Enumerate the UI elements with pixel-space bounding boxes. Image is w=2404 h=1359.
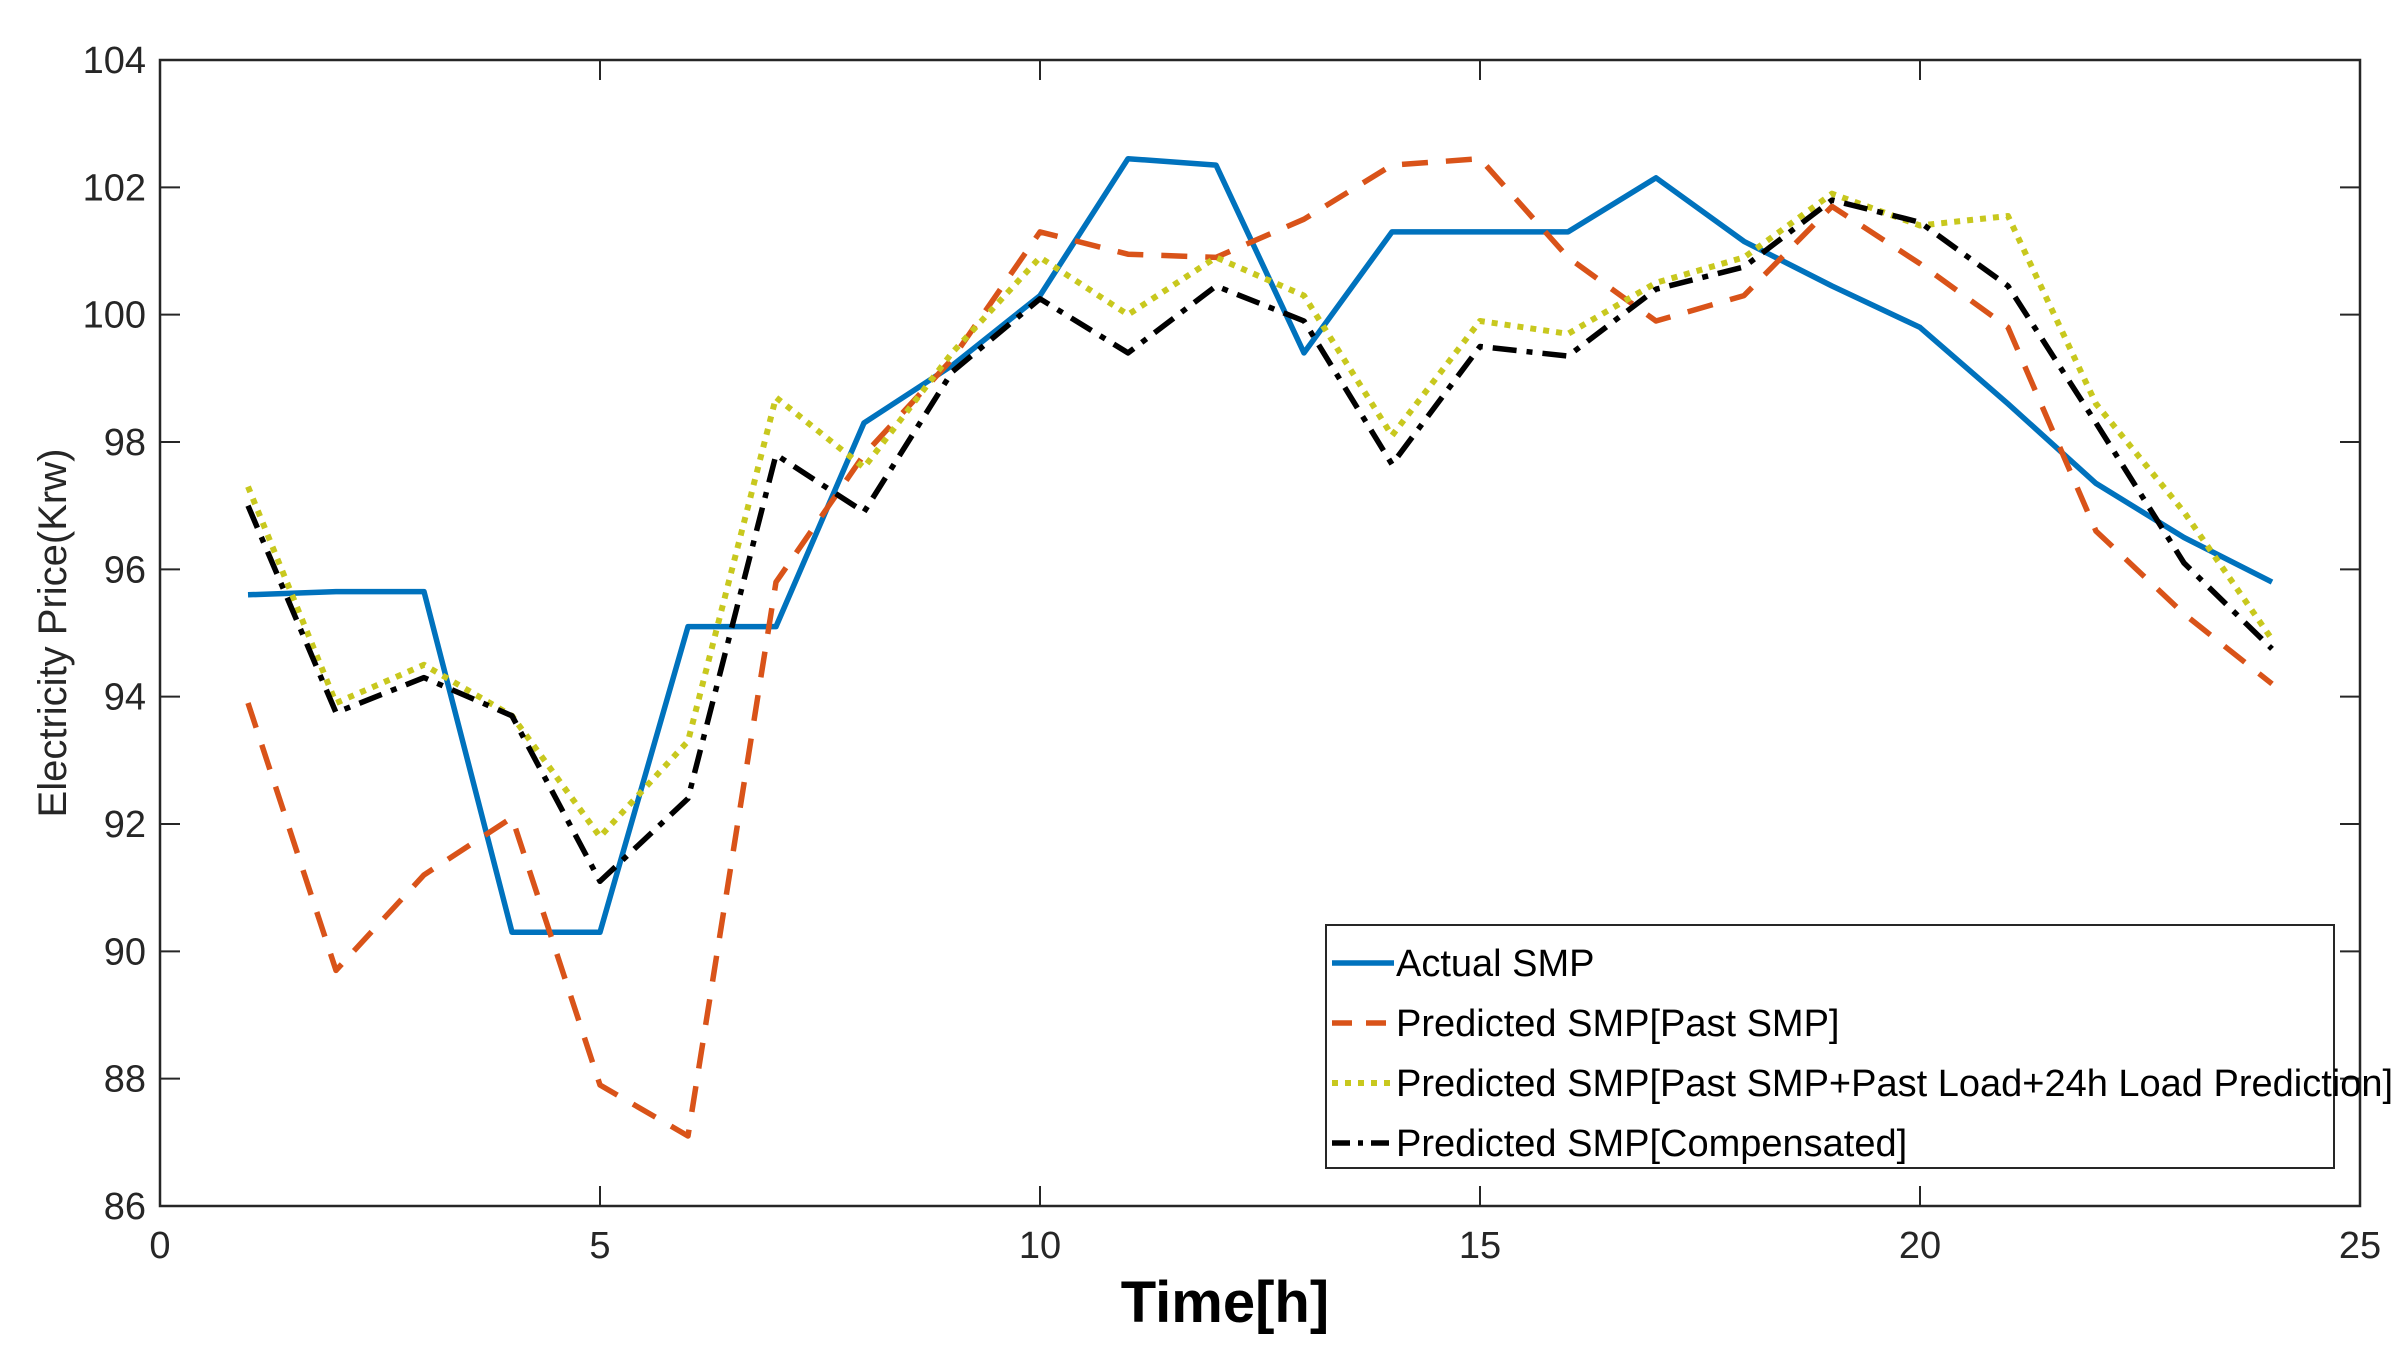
y-tick-label: 88 xyxy=(104,1059,146,1101)
legend-label-3: Predicted SMP[Past SMP+Past Load+24h Loa… xyxy=(1396,1063,2393,1105)
y-tick-label: 100 xyxy=(83,295,146,337)
x-tick-label: 20 xyxy=(1899,1225,1941,1267)
series-group xyxy=(245,155,2275,1139)
y-tick-label: 86 xyxy=(104,1186,146,1228)
axes: 0 5 10 15 20 25 86 88 90 92 94 96 98 100 102 104 xyxy=(83,40,2382,1267)
series-line-2 xyxy=(245,155,2274,1139)
y-tick-label: 90 xyxy=(104,931,146,973)
y-tick-label: 104 xyxy=(83,40,146,82)
y-tick-label: 102 xyxy=(83,167,146,209)
y-tick-label: 98 xyxy=(104,422,146,464)
x-tick-label: 0 xyxy=(149,1225,170,1267)
x-tick-label: 5 xyxy=(589,1225,610,1267)
x-tick-label: 25 xyxy=(2339,1225,2381,1267)
x-tick-label: 15 xyxy=(1459,1225,1501,1267)
legend-label-4: Predicted SMP[Compensated] xyxy=(1396,1123,1907,1165)
x-tick-label: 10 xyxy=(1019,1225,1061,1267)
axes-box xyxy=(158,58,2362,1208)
y-axis-label: Electricity Price(Krw) xyxy=(31,449,75,818)
legend: Actual SMP Predicted SMP[Past SMP] Predict… xyxy=(1325,924,2393,1169)
legend-box xyxy=(1325,924,2335,1169)
legend-label-2: Predicted SMP[Past SMP] xyxy=(1396,1003,1840,1045)
x-axis-label: Time[h] xyxy=(1121,1270,1329,1335)
y-tick-label: 94 xyxy=(104,677,146,719)
y-tick-label: 92 xyxy=(104,804,146,846)
series-line-1 xyxy=(247,155,2274,935)
y-tick-label: 96 xyxy=(104,549,146,591)
series-line-4 xyxy=(245,197,2274,885)
legend-label-1: Actual SMP xyxy=(1396,943,1595,985)
